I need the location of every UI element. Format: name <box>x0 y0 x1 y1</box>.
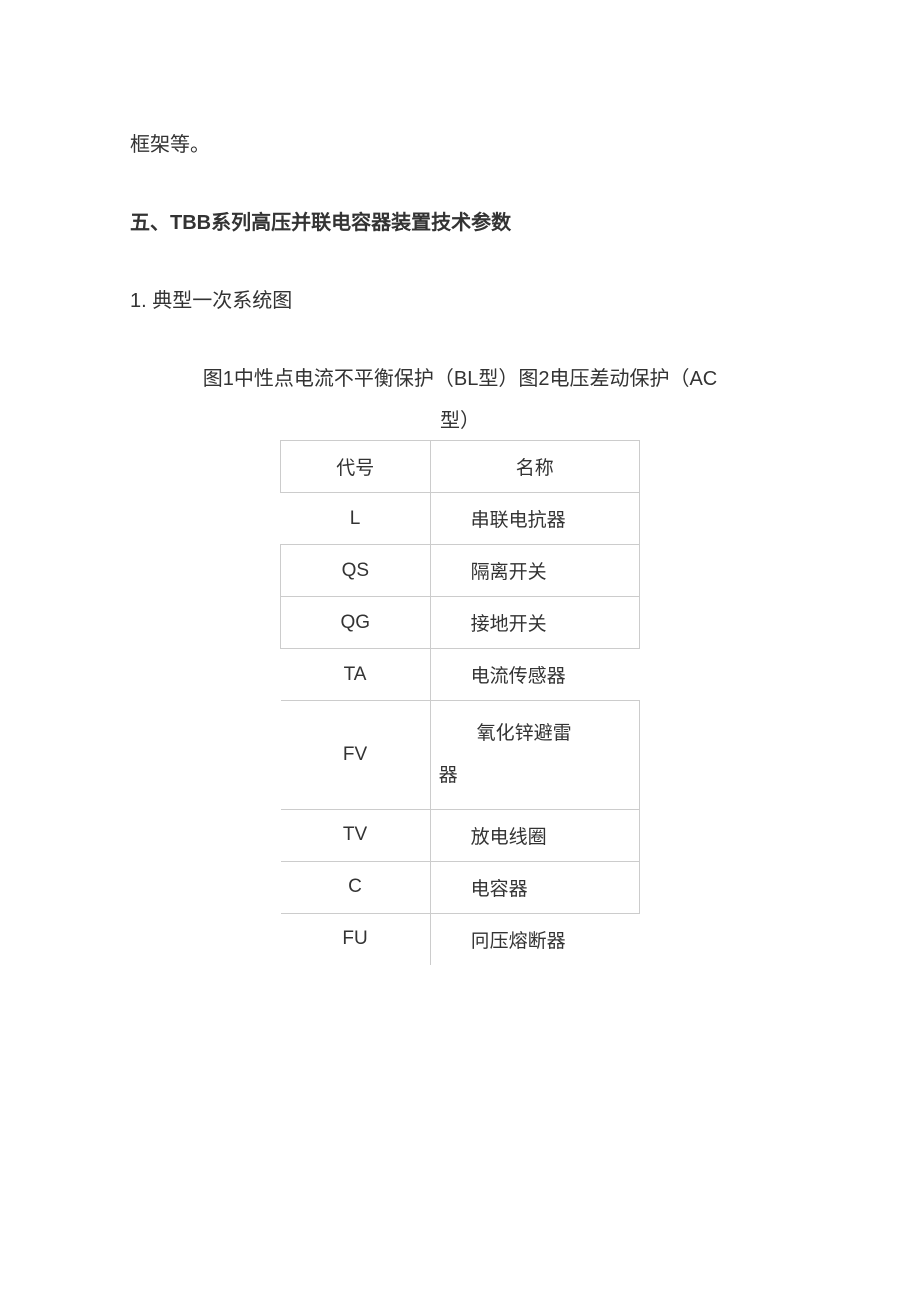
table-row: L 串联电抗器 <box>281 493 640 545</box>
cell-text-part1: 氧化锌避雷 <box>477 723 572 744</box>
table-cell-name: 冋压熔断器 <box>430 913 639 965</box>
figure-caption-line-2: 型） <box>130 406 790 436</box>
table-cell-name: 放电线圈 <box>430 809 639 861</box>
cell-text-part2: 器 <box>439 765 458 786</box>
table-cell-code: QG <box>281 597 431 649</box>
table-header-name: 名称 <box>430 441 639 493</box>
table-cell-name: 串联电抗器 <box>430 493 639 545</box>
table-cell-code: TA <box>281 649 431 701</box>
table-cell-code: QS <box>281 545 431 597</box>
table-row: TV 放电线圈 <box>281 809 640 861</box>
table-cell-name: 电容器 <box>430 861 639 913</box>
table-cell-name: 接地开关 <box>430 597 639 649</box>
table-row: FU 冋压熔断器 <box>281 913 640 965</box>
table-cell-code: FU <box>281 913 431 965</box>
table-header-code: 代号 <box>281 441 431 493</box>
table-header-row: 代号 名称 <box>281 441 640 493</box>
table-cell-code: C <box>281 861 431 913</box>
table-row: FV 氧化锌避雷器 <box>281 701 640 810</box>
table-row: QS 隔离开关 <box>281 545 640 597</box>
table-cell-name: 氧化锌避雷器 <box>430 701 639 810</box>
figure-caption-line-1: 图1中性点电流不平衡保护（BL型）图2电压差动保护（AC <box>130 364 790 394</box>
table-row: C 电容器 <box>281 861 640 913</box>
table-row: QG 接地开关 <box>281 597 640 649</box>
symbols-table: 代号 名称 L 串联电抗器 QS 隔离开关 QG 接地开关 TA 电流传感器 F… <box>280 440 640 965</box>
table-cell-code: L <box>281 493 431 545</box>
intro-paragraph: 框架等。 <box>130 130 790 160</box>
table-cell-name: 电流传感器 <box>430 649 639 701</box>
table-cell-code: FV <box>281 701 431 810</box>
table-cell-code: TV <box>281 809 431 861</box>
table-cell-name: 隔离开关 <box>430 545 639 597</box>
section-subheading: 1. 典型一次系统图 <box>130 286 790 316</box>
section-heading: 五、TBB系列高压并联电容器装置技术参数 <box>130 208 790 238</box>
table-row: TA 电流传感器 <box>281 649 640 701</box>
